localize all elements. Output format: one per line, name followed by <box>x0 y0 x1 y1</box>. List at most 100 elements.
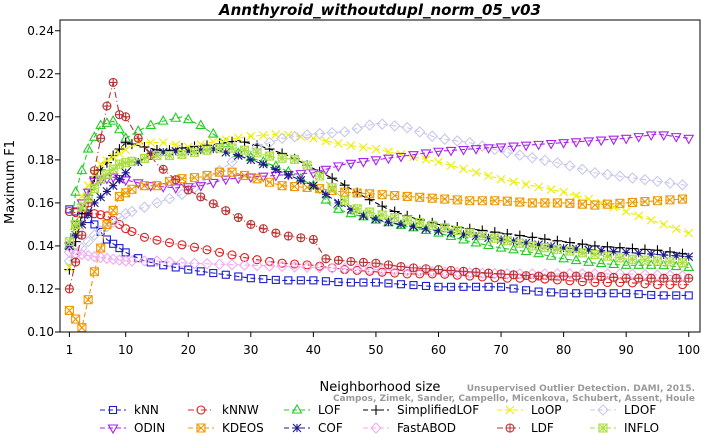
data-point <box>189 242 200 252</box>
data-point <box>621 273 631 283</box>
data-point <box>483 268 494 278</box>
data-point <box>683 134 695 145</box>
data-point <box>321 254 331 264</box>
data-point <box>595 136 607 147</box>
data-point <box>334 139 343 148</box>
series-odin <box>63 131 695 253</box>
data-point <box>421 224 431 234</box>
data-point <box>640 197 650 207</box>
data-point <box>83 209 93 219</box>
data-point <box>664 269 676 282</box>
data-point <box>120 176 132 187</box>
data-point <box>171 146 181 156</box>
data-point <box>509 284 518 293</box>
data-point <box>158 138 168 148</box>
data-point <box>102 156 112 165</box>
data-point <box>684 252 694 262</box>
data-point <box>451 135 464 147</box>
data-point <box>564 268 576 280</box>
data-point <box>564 237 575 248</box>
data-point <box>77 202 87 212</box>
data-point <box>402 215 412 225</box>
data-point <box>96 159 106 169</box>
data-point <box>583 256 595 266</box>
data-point <box>388 264 401 277</box>
data-point <box>296 276 305 285</box>
data-point <box>164 238 175 248</box>
data-point <box>626 172 639 184</box>
data-point <box>551 157 564 169</box>
data-point <box>490 196 500 206</box>
data-point <box>308 234 318 245</box>
data-point <box>665 195 675 205</box>
data-point <box>202 145 212 155</box>
data-point <box>534 287 543 296</box>
data-point <box>258 130 268 140</box>
data-point <box>590 200 600 210</box>
data-point <box>659 291 668 300</box>
data-point <box>564 160 576 172</box>
data-point <box>170 112 182 122</box>
data-point <box>465 228 475 238</box>
data-point <box>64 284 74 294</box>
data-point <box>565 198 575 208</box>
data-point <box>676 179 689 191</box>
data-point <box>622 289 631 298</box>
data-point <box>352 188 362 198</box>
legend-marker <box>292 423 302 433</box>
data-point <box>133 133 143 143</box>
data-point <box>83 295 93 305</box>
data-point <box>413 265 426 277</box>
legend-marker <box>291 403 303 414</box>
data-point <box>527 273 537 283</box>
data-point <box>521 271 531 281</box>
data-point <box>551 268 564 280</box>
data-point <box>321 277 330 286</box>
data-point <box>608 135 620 146</box>
chart-title: Annthyroid_withoutdupl_norm_05_v03 <box>218 1 541 19</box>
data-point <box>651 175 664 188</box>
data-point <box>363 263 376 276</box>
data-point <box>288 261 301 273</box>
data-point <box>377 190 387 200</box>
series-inflo <box>64 143 689 268</box>
data-point <box>639 244 650 255</box>
data-point <box>365 189 375 199</box>
data-point <box>271 228 281 238</box>
data-point <box>359 211 368 221</box>
data-point <box>597 289 606 298</box>
data-point <box>590 249 600 260</box>
y-tick-label: 0.20 <box>27 110 54 124</box>
legend-label: FastABOD <box>397 421 456 434</box>
data-point <box>371 144 381 154</box>
legend-marker <box>196 405 206 415</box>
data-point <box>121 158 131 168</box>
data-point <box>490 233 500 243</box>
data-point <box>377 201 388 212</box>
data-point <box>157 115 169 125</box>
legend-label: kNNW <box>222 403 259 417</box>
data-point <box>239 137 250 148</box>
data-point <box>284 276 293 285</box>
data-point <box>415 269 425 279</box>
data-point <box>684 291 693 300</box>
series-ldof <box>63 118 689 267</box>
data-point <box>326 126 338 139</box>
data-point <box>139 153 150 163</box>
data-point <box>315 171 325 181</box>
legend-item-ldof: LDOF <box>590 403 656 417</box>
data-point <box>509 236 518 246</box>
data-point <box>446 161 456 170</box>
data-point <box>471 167 481 177</box>
data-point <box>183 146 193 156</box>
x-tick-label: 60 <box>431 343 446 357</box>
data-point <box>251 259 263 272</box>
legend-label: SimplifiedLOF <box>397 403 479 417</box>
data-point <box>646 215 656 225</box>
data-point <box>620 259 632 269</box>
data-point <box>64 305 74 316</box>
data-point <box>409 281 418 290</box>
data-point <box>402 191 412 201</box>
legend: kNN kNNW LOF SimplifiedLOF LoOP LDOF ODIN KDEOS… <box>100 403 659 434</box>
data-point <box>82 142 94 153</box>
